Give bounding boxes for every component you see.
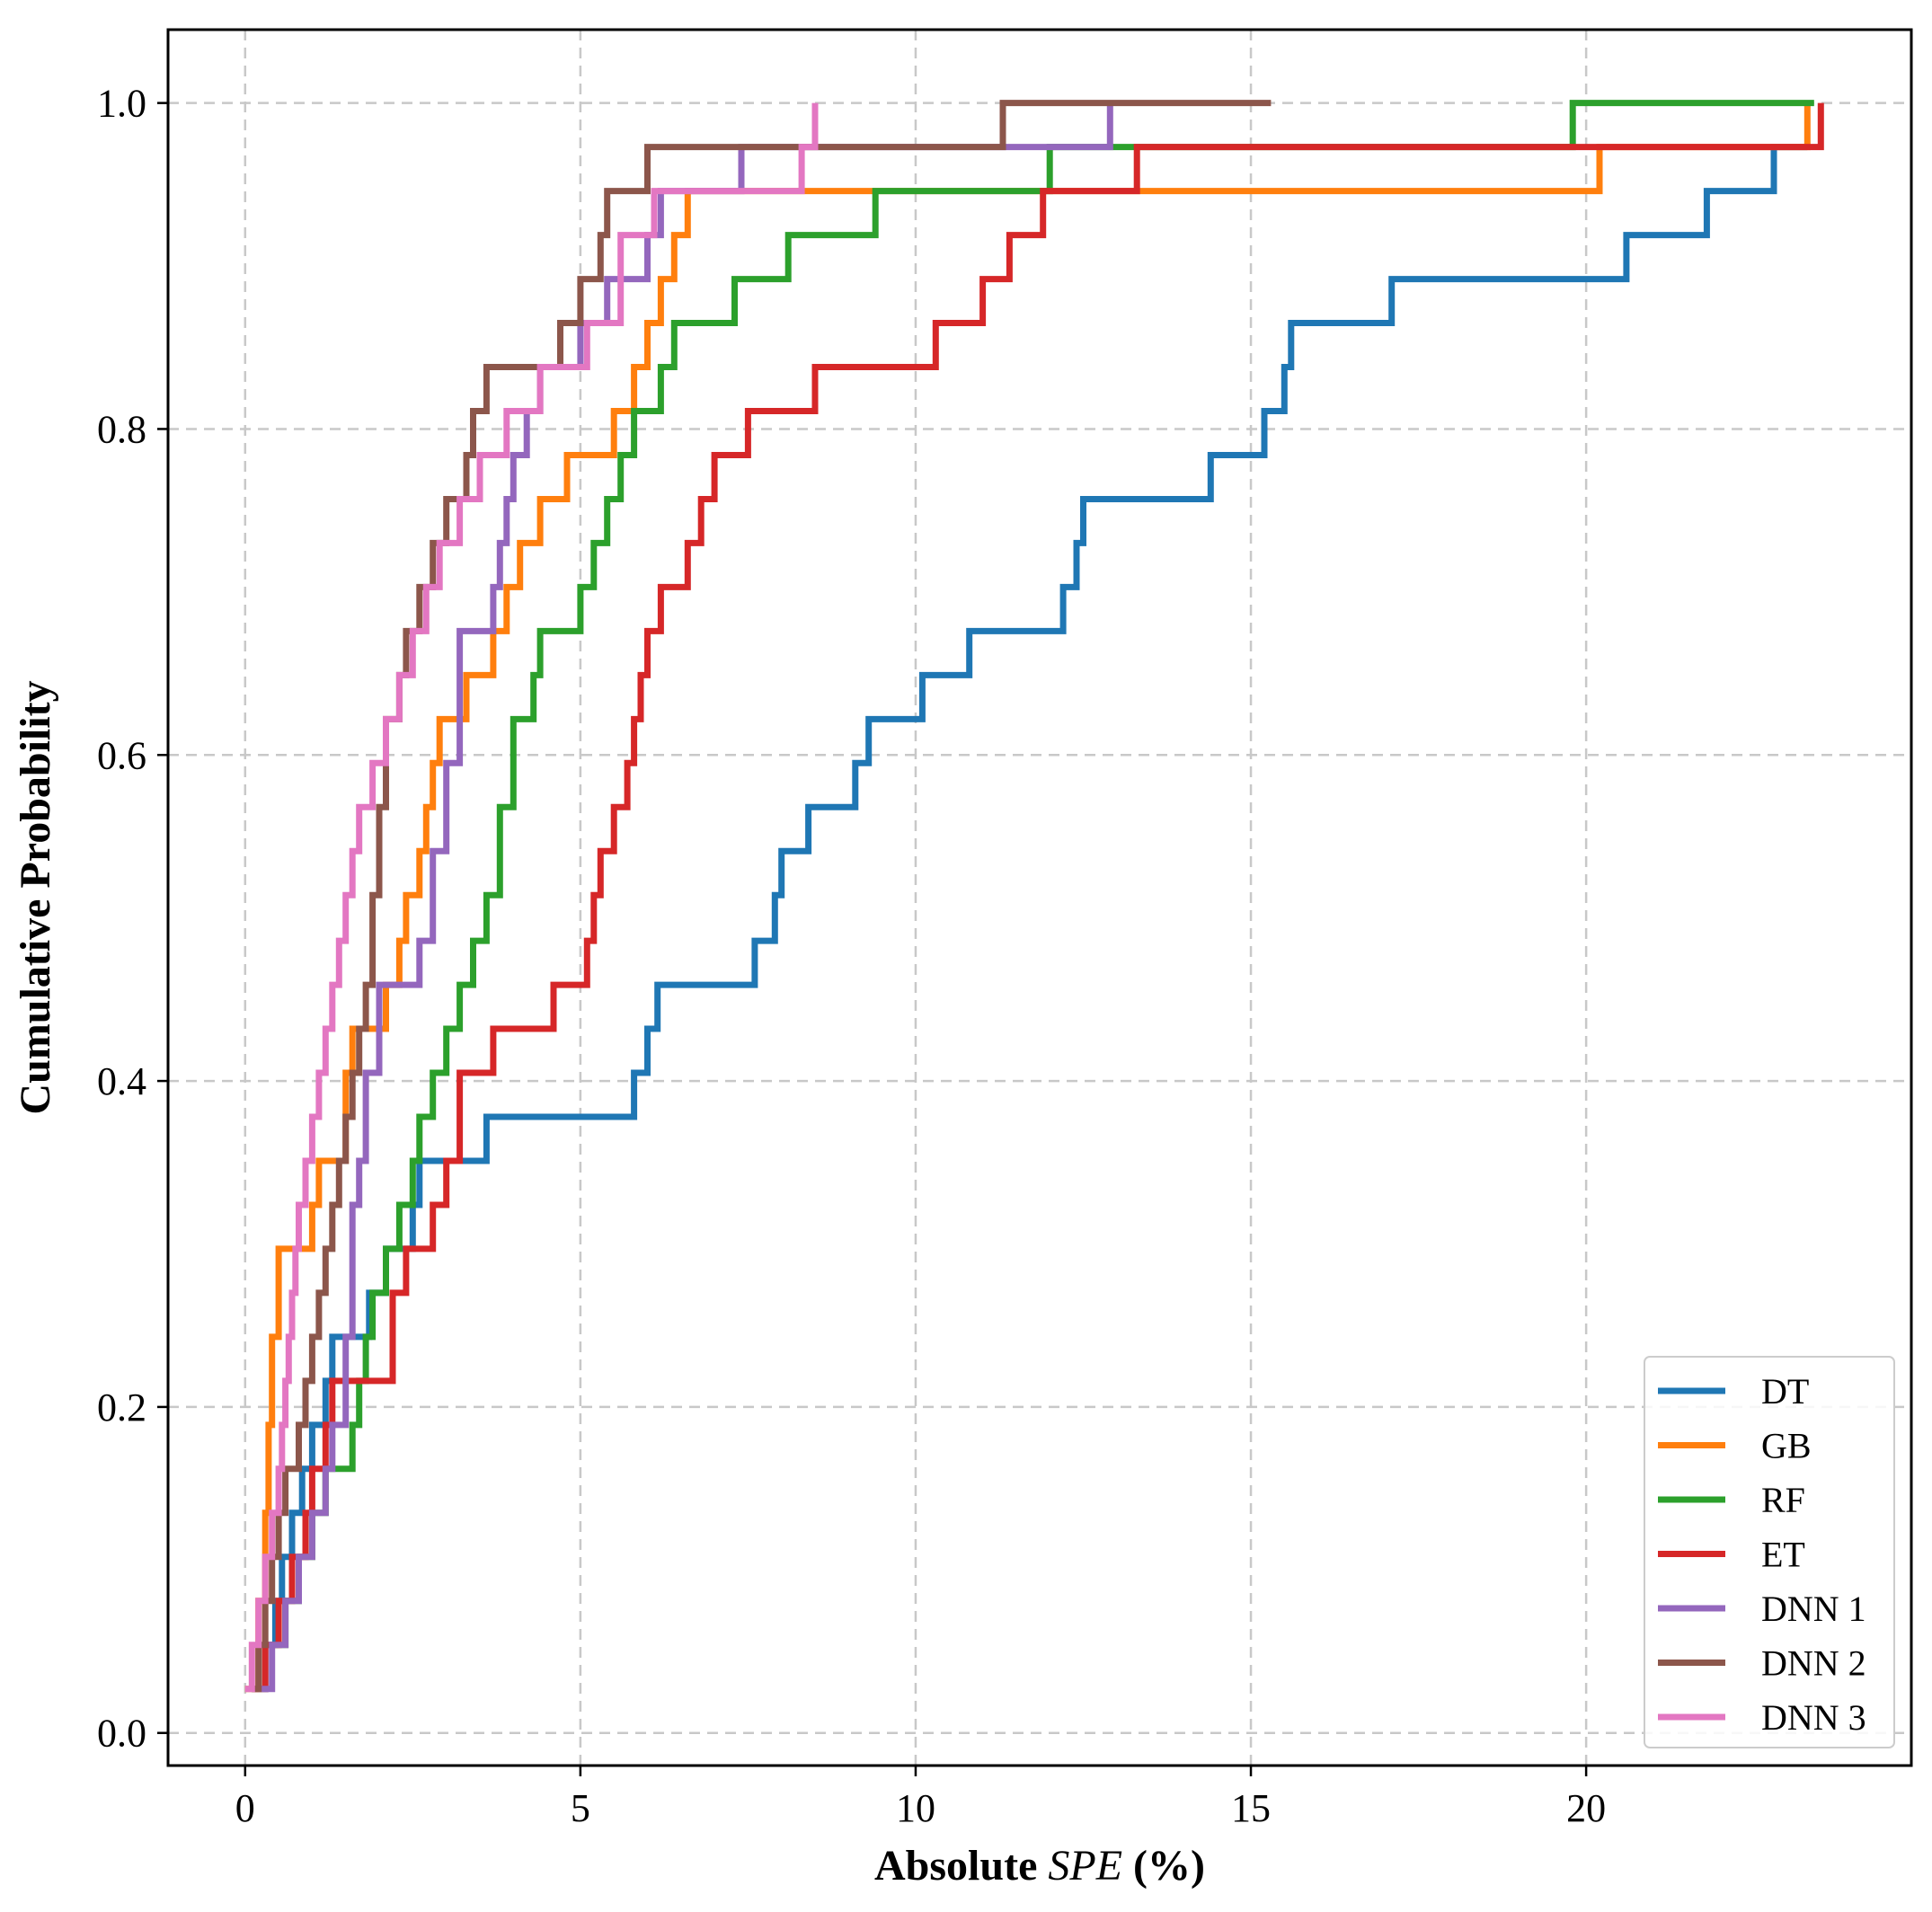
x-axis-title-italic: SPE — [1048, 1842, 1122, 1890]
legend-label: DNN 3 — [1761, 1697, 1866, 1738]
x-axis-title: Absolute SPE (%) — [874, 1842, 1205, 1890]
x-tick-label: 10 — [896, 1786, 935, 1830]
y-tick-label: 0.8 — [97, 407, 146, 451]
series-line-dnn-3 — [244, 102, 819, 1693]
y-axis-title: Cumulative Probability — [12, 680, 59, 1114]
series-line-dt — [252, 144, 1808, 1693]
x-tick-label: 15 — [1231, 1786, 1271, 1830]
legend-label: GB — [1761, 1426, 1812, 1466]
series-line-et — [252, 102, 1824, 1693]
x-tick-label: 0 — [235, 1786, 255, 1830]
x-tick-label: 5 — [571, 1786, 590, 1830]
legend-items: DT GB RF ET DNN 1 DNN 2 DNN 3 — [1658, 1371, 1866, 1738]
x-tick-label: 20 — [1566, 1786, 1606, 1830]
legend-label: DT — [1761, 1371, 1809, 1412]
series-lines — [244, 100, 1824, 1693]
legend-label: RF — [1761, 1480, 1805, 1520]
legend: DT GB RF ET DNN 1 DNN 2 DNN 3 — [1644, 1356, 1895, 1748]
y-tick-label: 0.4 — [97, 1059, 146, 1103]
series-line-dnn-1 — [258, 102, 1113, 1693]
plot-frame — [166, 28, 1913, 1767]
x-axis-title-suffix: (%) — [1122, 1842, 1205, 1890]
series-line-dnn-2 — [252, 100, 1272, 1693]
y-tick-label: 1.0 — [97, 82, 146, 126]
x-axis-title-prefix: Absolute — [874, 1842, 1048, 1890]
series-line-rf — [271, 100, 1814, 1649]
y-tick-label: 0.6 — [97, 733, 146, 777]
legend-label: DNN 2 — [1761, 1643, 1866, 1684]
legend-box — [1644, 1356, 1895, 1748]
y-tick-label: 0.2 — [97, 1385, 146, 1430]
y-tick-label: 0.0 — [97, 1712, 146, 1756]
legend-label: DNN 1 — [1761, 1589, 1866, 1629]
legend-label: ET — [1761, 1535, 1805, 1575]
axis-ticks: 0 5 10 15 20 0.0 0.2 0.4 0.6 0.8 1.0 — [97, 82, 1606, 1830]
